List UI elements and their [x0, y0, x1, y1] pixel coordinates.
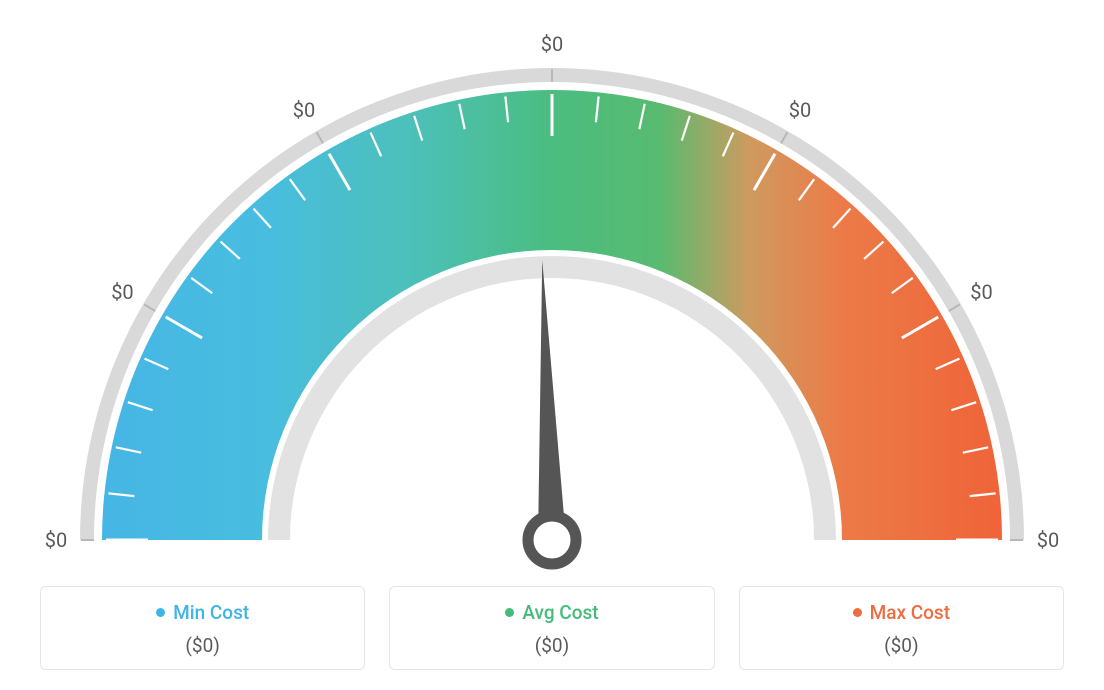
legend-title: Avg Cost: [505, 601, 598, 624]
legend-label: Avg Cost: [522, 601, 598, 624]
tick-label: $0: [111, 280, 133, 304]
tick-label: $0: [541, 32, 563, 56]
tick-label: $0: [45, 528, 67, 552]
legend-value: ($0): [400, 634, 703, 657]
gauge-svg: [0, 0, 1104, 580]
gauge-needle: [538, 260, 566, 540]
legend-dot-icon: [156, 608, 165, 617]
legend-box: Min Cost ($0): [40, 586, 365, 670]
legend-box: Max Cost ($0): [739, 586, 1064, 670]
tick-label: $0: [970, 280, 992, 304]
tick-label: $0: [789, 98, 811, 122]
gauge-chart: $0 $0 $0 $0 $0 $0 $0: [0, 0, 1104, 560]
legend-value: ($0): [750, 634, 1053, 657]
legend-box: Avg Cost ($0): [389, 586, 714, 670]
legend-row: Min Cost ($0) Avg Cost ($0) Max Cost ($0): [40, 586, 1064, 670]
tick-label: $0: [293, 98, 315, 122]
legend-label: Max Cost: [870, 601, 950, 624]
legend-value: ($0): [51, 634, 354, 657]
legend-dot-icon: [505, 608, 514, 617]
gauge-needle-hub: [528, 516, 576, 564]
legend-title: Min Cost: [156, 601, 249, 624]
tick-label: $0: [1037, 528, 1059, 552]
legend-label: Min Cost: [173, 601, 249, 624]
legend-dot-icon: [853, 608, 862, 617]
legend-title: Max Cost: [853, 601, 950, 624]
